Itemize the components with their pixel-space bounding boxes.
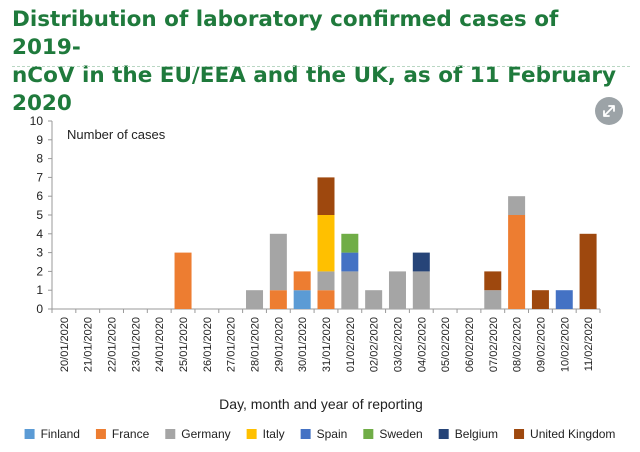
y-tick-label: 10 bbox=[30, 114, 44, 128]
legend-swatch-germany bbox=[165, 429, 176, 439]
x-tick-label: 24/01/2020 bbox=[154, 317, 166, 372]
bar-germany bbox=[317, 271, 335, 291]
legend: Finland France Germany Italy Spain Sweden Belg… bbox=[24, 427, 615, 441]
bars bbox=[174, 177, 597, 309]
y-tick-label: 5 bbox=[36, 208, 43, 222]
bar-france bbox=[174, 252, 192, 309]
x-tick-label: 27/01/2020 bbox=[226, 317, 238, 372]
legend-label-belgium: Belgium bbox=[455, 427, 498, 441]
y-tick-label: 9 bbox=[36, 133, 43, 147]
legend-swatch-spain bbox=[300, 429, 311, 439]
axes: 0 1 2 3 4 5 6 7 8 9 10 20/01/2020 21/01/2020 22/01/20… bbox=[30, 114, 601, 372]
x-tick-label: 08/02/2020 bbox=[512, 317, 524, 372]
chart-title: Distribution of laboratory confirmed cas… bbox=[12, 6, 632, 118]
x-tick-label: 04/02/2020 bbox=[416, 317, 428, 372]
legend-label-spain: Spain bbox=[317, 427, 348, 441]
y-tick-label: 8 bbox=[36, 152, 43, 166]
bar-united-kingdom bbox=[317, 177, 335, 215]
x-tick-label: 22/01/2020 bbox=[107, 317, 119, 372]
bar-spain bbox=[341, 252, 359, 272]
bar-germany bbox=[269, 233, 287, 291]
bar-italy bbox=[317, 215, 335, 272]
bar-united-kingdom bbox=[484, 271, 502, 291]
chart-title-line-2: nCoV in the EU/EEA and the UK, as of 11 … bbox=[12, 63, 617, 116]
legend-label-france: France bbox=[112, 427, 150, 441]
x-tick-label: 23/01/2020 bbox=[130, 317, 142, 372]
y-tick-label: 6 bbox=[36, 189, 43, 203]
bar-united-kingdom bbox=[579, 233, 597, 309]
x-tick-label: 31/01/2020 bbox=[321, 317, 333, 372]
y-tick-label: 1 bbox=[36, 283, 43, 297]
bar-finland bbox=[293, 290, 311, 309]
x-tick-label: 01/02/2020 bbox=[345, 317, 357, 372]
legend-swatch-united-kingdom bbox=[514, 429, 525, 439]
x-tick-label: 20/01/2020 bbox=[59, 317, 71, 372]
title-divider bbox=[12, 66, 632, 67]
legend-label-united-kingdom: United Kingdom bbox=[530, 427, 615, 441]
legend-label-germany: Germany bbox=[181, 427, 230, 441]
bar-germany bbox=[388, 271, 406, 309]
bar-spain bbox=[555, 290, 573, 309]
x-tick-label: 26/01/2020 bbox=[202, 317, 214, 372]
bar-germany bbox=[246, 290, 264, 309]
x-tick-label: 30/01/2020 bbox=[297, 317, 309, 372]
bar-france bbox=[317, 290, 335, 309]
legend-swatch-france bbox=[95, 429, 106, 439]
legend-label-sweden: Sweden bbox=[379, 427, 422, 441]
x-tick-label: 03/02/2020 bbox=[392, 317, 404, 372]
legend-swatch-finland bbox=[24, 429, 35, 439]
legend-label-italy: Italy bbox=[263, 427, 285, 441]
bar-germany bbox=[412, 271, 430, 309]
x-tick-label: 05/02/2020 bbox=[440, 317, 452, 372]
expand-icon bbox=[603, 105, 615, 117]
x-tick-label: 02/02/2020 bbox=[369, 317, 381, 372]
x-tick-label: 09/02/2020 bbox=[535, 317, 547, 372]
legend-swatch-belgium bbox=[438, 429, 449, 439]
y-tick-label: 7 bbox=[36, 170, 43, 184]
bar-germany bbox=[365, 290, 383, 309]
bar-belgium bbox=[412, 252, 430, 272]
bar-sweden bbox=[341, 233, 359, 253]
x-tick-label: 21/01/2020 bbox=[83, 317, 95, 372]
bar-france bbox=[269, 290, 287, 309]
legend-label-finland: Finland bbox=[41, 427, 80, 441]
bar-united-kingdom bbox=[531, 290, 549, 309]
x-tick-label: 25/01/2020 bbox=[178, 317, 190, 372]
x-tick-label: 06/02/2020 bbox=[464, 317, 476, 372]
x-tick-label: 07/02/2020 bbox=[488, 317, 500, 372]
y-tick-label: 0 bbox=[36, 302, 43, 316]
x-axis-label: Day, month and year of reporting bbox=[219, 396, 423, 412]
x-tick-label: 10/02/2020 bbox=[559, 317, 571, 372]
bar-germany bbox=[341, 271, 359, 309]
y-tick-label: 3 bbox=[36, 246, 43, 260]
y-tick-label: 4 bbox=[36, 227, 43, 241]
bar-france bbox=[293, 271, 311, 291]
y-axis-label: Number of cases bbox=[67, 127, 166, 142]
y-tick-label: 2 bbox=[36, 264, 43, 278]
legend-swatch-italy bbox=[246, 429, 257, 439]
x-tick-label: 28/01/2020 bbox=[250, 317, 262, 372]
chart-title-line-1: Distribution of laboratory confirmed cas… bbox=[12, 7, 559, 60]
expand-button[interactable] bbox=[595, 97, 623, 125]
x-tick-label: 29/01/2020 bbox=[273, 317, 285, 372]
x-tick-label: 11/02/2020 bbox=[583, 317, 595, 371]
bar-germany bbox=[508, 196, 526, 215]
bar-france bbox=[508, 215, 526, 309]
legend-swatch-sweden bbox=[363, 429, 374, 439]
bar-germany bbox=[484, 290, 502, 309]
